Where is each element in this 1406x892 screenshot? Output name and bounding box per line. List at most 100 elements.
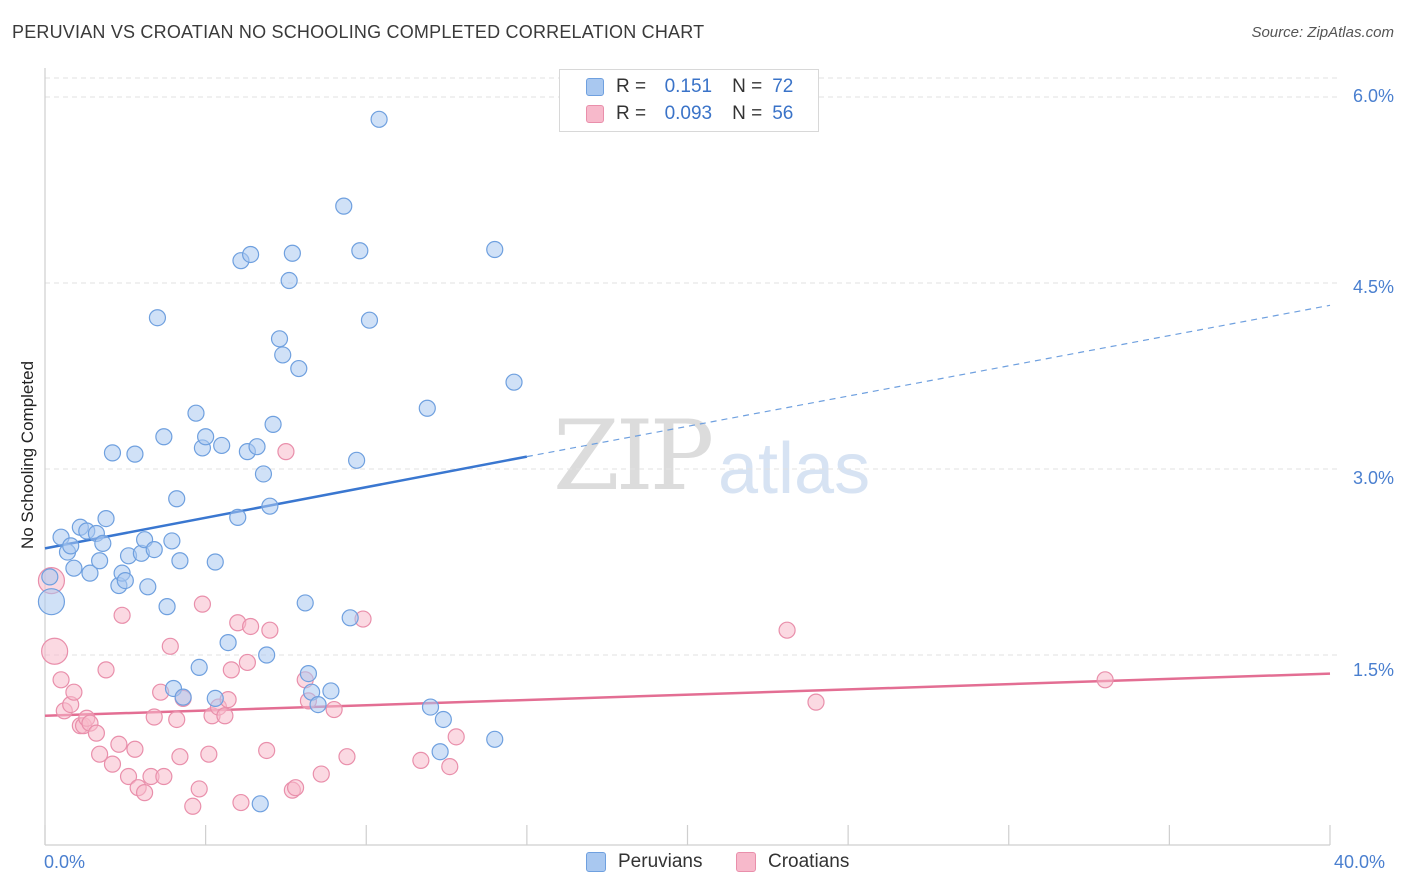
croatians-point (277, 443, 295, 461)
croatians-point (232, 793, 250, 812)
legend-swatch-croatians (586, 105, 604, 123)
peruvians-point (431, 743, 449, 761)
croatians-point (1096, 671, 1114, 689)
legend-n-value: 72 (772, 76, 794, 97)
croatians-point (216, 707, 234, 725)
legend-swatch-peruvians (586, 78, 604, 96)
croatians-point (145, 708, 163, 726)
peruvians-point (163, 532, 181, 550)
peruvians-point (145, 540, 163, 559)
croatians-point (87, 724, 106, 742)
y-axis-label: No Schooling Completed (18, 360, 37, 550)
peruvians-point (197, 428, 215, 446)
peruvians-point (299, 664, 318, 683)
croatians-point (135, 784, 154, 802)
croatians-point (222, 661, 240, 679)
peruvians-point (139, 578, 157, 596)
croatians-point (238, 653, 256, 672)
legend-n-label: N = (732, 103, 763, 124)
croatians-point (103, 755, 122, 773)
peruvians-point (486, 730, 504, 748)
legend-r-label: R = (616, 103, 647, 124)
croatians-point (325, 700, 343, 719)
peruvians-point (335, 197, 353, 215)
peruvians-point (434, 710, 452, 729)
croatians-point (41, 637, 69, 665)
peruvians-point (219, 633, 237, 652)
chart-title: PERUVIAN VS CROATIAN NO SCHOOLING COMPLE… (12, 22, 705, 42)
peruvians-point (251, 795, 269, 813)
legend-row-croatians: R = 0.093 N = 56 (586, 102, 793, 126)
stats-legend: R = 0.151 N = 72 R = 0.093 N = 56 (559, 69, 819, 132)
croatians-point (155, 767, 173, 786)
peruvians-point (155, 428, 173, 446)
croatians-point (168, 710, 186, 729)
watermark-zip: ZIP (553, 400, 714, 512)
y-tick-label-4-5: 4.5% (1352, 277, 1394, 297)
bottom-legend-label-croatians: Croatians (768, 851, 850, 872)
peruvians-point (116, 571, 134, 590)
peruvians-point (229, 508, 247, 526)
peruvians-point (270, 330, 289, 348)
peruvians-point (37, 588, 66, 616)
y-tick-label-1-5: 1.5% (1352, 660, 1394, 680)
croatians-point (447, 728, 465, 746)
peruvians-point (351, 242, 369, 260)
peruvians-point (94, 534, 112, 553)
croatians-point (190, 780, 208, 798)
peruvians-point (158, 598, 176, 616)
croatians-point (412, 751, 430, 770)
peruvians-point (91, 552, 109, 570)
legend-n-value: 56 (772, 103, 794, 124)
croatians-point (184, 797, 202, 815)
peruvians-point (264, 415, 282, 433)
peruvians-point (280, 271, 298, 290)
croatians-point (126, 740, 144, 758)
peruvians-point (97, 509, 115, 528)
croatians-point (91, 745, 109, 763)
peruvians-point (206, 553, 224, 571)
peruvians-point (148, 309, 167, 327)
peruvians-point (421, 698, 440, 716)
croatians-point (778, 621, 796, 639)
peruvians-point (213, 436, 231, 455)
legend-row-peruvians: R = 0.151 N = 72 (586, 75, 793, 99)
peruvians-point (242, 245, 260, 264)
peruvians-point (486, 240, 504, 259)
croatians-point (110, 735, 128, 753)
peruvians-point (187, 404, 205, 422)
peruvians-point (261, 497, 279, 515)
croatians-trend-line (44, 672, 1331, 718)
peruvians-trend-line (44, 455, 528, 550)
peruvians-point (190, 658, 208, 677)
peruvians-point (168, 490, 186, 508)
bottom-legend-swatch-peruvians (586, 852, 606, 872)
peruvians-point (290, 359, 308, 378)
peruvians-point (62, 537, 80, 555)
peruvians-point (65, 559, 83, 577)
peruvians-point (254, 465, 273, 483)
bottom-legend-label-peruvians: Peruvians (618, 851, 703, 872)
peruvians-point (296, 594, 314, 612)
bottom-legend-swatch-croatians (736, 852, 756, 872)
croatians-point (193, 595, 212, 613)
peruvians-point (103, 444, 122, 462)
croatians-point (312, 765, 330, 783)
croatians-point (258, 741, 276, 760)
peruvians-point (248, 438, 266, 456)
peruvians-point (370, 110, 388, 128)
croatians-point (171, 748, 189, 766)
croatians-point (286, 779, 305, 797)
source-label: Source: ZipAtlas.com (1251, 24, 1394, 41)
y-tick-label-3: 3.0% (1352, 468, 1394, 488)
x-tick-label-min: 0.0% (44, 852, 86, 872)
croatians-point (52, 671, 70, 689)
croatians-point (65, 683, 83, 701)
croatians-point (200, 745, 218, 763)
peruvians-point (418, 399, 436, 417)
croatians-point (97, 661, 115, 679)
y-tick-label-6: 6.0% (1352, 86, 1394, 106)
croatians-point (261, 621, 279, 639)
bottom-legend-croatians: Croatians (736, 851, 849, 873)
